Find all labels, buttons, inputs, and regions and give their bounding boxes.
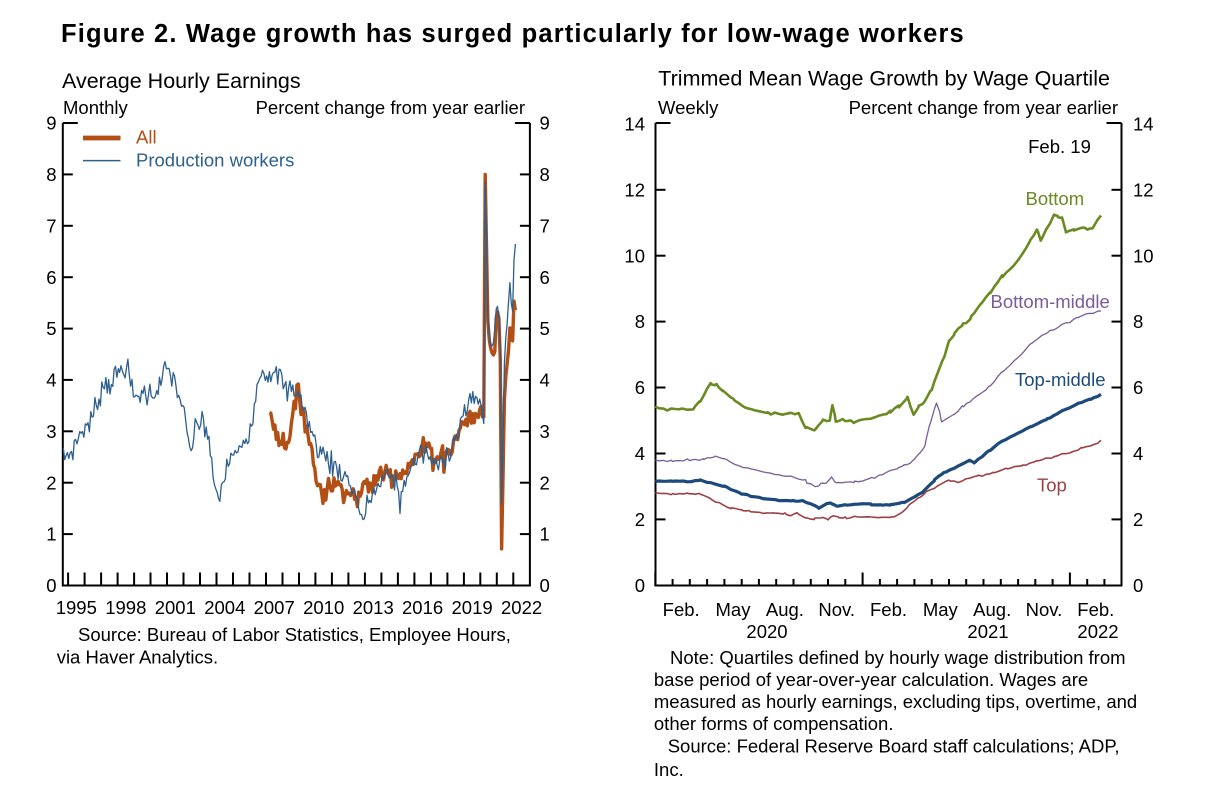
svg-text:0: 0 [46, 575, 56, 596]
svg-text:2010: 2010 [303, 597, 344, 618]
svg-text:8: 8 [540, 164, 550, 185]
svg-text:All: All [136, 127, 157, 148]
svg-text:Source: Federal Reserve Board: Source: Federal Reserve Board staff calc… [668, 736, 1120, 757]
svg-text:6: 6 [635, 377, 645, 398]
svg-text:2021: 2021 [967, 621, 1008, 642]
svg-text:14: 14 [1133, 114, 1154, 135]
svg-text:Nov.: Nov. [1026, 599, 1063, 620]
svg-text:5: 5 [540, 318, 550, 339]
svg-text:2020: 2020 [746, 621, 787, 642]
svg-text:base period of year-over-year: base period of year-over-year calculatio… [654, 669, 1088, 690]
svg-text:3: 3 [540, 421, 550, 442]
svg-text:Top-middle: Top-middle [1015, 369, 1106, 390]
svg-text:8: 8 [1133, 311, 1143, 332]
svg-text:2013: 2013 [353, 597, 394, 618]
svg-text:10: 10 [624, 245, 645, 266]
svg-text:Bottom-middle: Bottom-middle [991, 291, 1110, 312]
svg-text:9: 9 [46, 113, 56, 134]
svg-text:2019: 2019 [452, 597, 493, 618]
svg-text:14: 14 [624, 114, 645, 135]
svg-text:8: 8 [635, 311, 645, 332]
svg-text:7: 7 [46, 215, 56, 236]
svg-text:Inc.: Inc. [654, 759, 684, 780]
svg-text:Figure 2. Wage growth has surg: Figure 2. Wage growth has surged particu… [61, 20, 965, 48]
svg-text:Note: Quartiles defined by hou: Note: Quartiles defined by hourly wage d… [670, 647, 1126, 668]
svg-text:2022: 2022 [1077, 621, 1118, 642]
svg-text:2: 2 [540, 472, 550, 493]
svg-text:12: 12 [1133, 179, 1154, 200]
svg-text:1995: 1995 [56, 597, 97, 618]
svg-text:10: 10 [1133, 245, 1154, 266]
svg-text:Production workers: Production workers [136, 149, 294, 170]
svg-text:Source: Bureau of Labor Statis: Source: Bureau of Labor Statistics, Empl… [78, 624, 511, 645]
svg-text:6: 6 [1133, 377, 1143, 398]
svg-text:1998: 1998 [105, 597, 146, 618]
svg-text:Average Hourly Earnings: Average Hourly Earnings [62, 69, 301, 93]
svg-text:Monthly: Monthly [63, 97, 129, 118]
svg-text:Top: Top [1037, 475, 1067, 496]
svg-text:7: 7 [540, 215, 550, 236]
svg-text:May: May [716, 599, 752, 620]
svg-text:0: 0 [540, 575, 550, 596]
svg-text:5: 5 [46, 318, 56, 339]
svg-text:2007: 2007 [254, 597, 295, 618]
svg-text:0: 0 [1133, 575, 1143, 596]
svg-text:1: 1 [46, 524, 56, 545]
svg-text:Aug.: Aug. [766, 599, 804, 620]
svg-text:other forms of compensation.: other forms of compensation. [654, 713, 894, 734]
svg-text:12: 12 [624, 179, 645, 200]
svg-text:2016: 2016 [402, 597, 443, 618]
svg-text:Feb.: Feb. [663, 599, 700, 620]
svg-text:Trimmed Mean Wage Growth by Wa: Trimmed Mean Wage Growth by Wage Quartil… [658, 67, 1110, 91]
svg-text:3: 3 [46, 421, 56, 442]
svg-text:4: 4 [1133, 443, 1143, 464]
svg-text:Bottom: Bottom [1026, 188, 1085, 209]
svg-text:Feb. 19: Feb. 19 [1028, 136, 1091, 157]
svg-text:2: 2 [1133, 509, 1143, 530]
svg-text:May: May [923, 599, 959, 620]
svg-text:2004: 2004 [204, 597, 245, 618]
svg-text:Percent change from year earli: Percent change from year earlier [256, 97, 525, 118]
svg-text:Feb.: Feb. [1077, 599, 1114, 620]
svg-text:6: 6 [540, 267, 550, 288]
svg-text:9: 9 [540, 113, 550, 134]
svg-text:via Haver Analytics.: via Haver Analytics. [57, 647, 218, 668]
svg-text:2022: 2022 [501, 597, 542, 618]
svg-text:measured as hourly earnings, e: measured as hourly earnings, excluding t… [654, 691, 1137, 712]
svg-text:4: 4 [540, 370, 550, 391]
svg-text:0: 0 [635, 575, 645, 596]
svg-text:Weekly: Weekly [658, 97, 719, 118]
svg-text:2: 2 [46, 472, 56, 493]
svg-text:4: 4 [635, 443, 645, 464]
svg-text:1: 1 [540, 524, 550, 545]
svg-text:8: 8 [46, 164, 56, 185]
svg-text:Nov.: Nov. [818, 599, 855, 620]
svg-text:2001: 2001 [155, 597, 196, 618]
svg-text:2: 2 [635, 509, 645, 530]
svg-text:4: 4 [46, 370, 56, 391]
svg-text:Feb.: Feb. [870, 599, 907, 620]
svg-text:Percent change from year earli: Percent change from year earlier [849, 97, 1118, 118]
svg-text:6: 6 [46, 267, 56, 288]
svg-text:Aug.: Aug. [973, 599, 1011, 620]
